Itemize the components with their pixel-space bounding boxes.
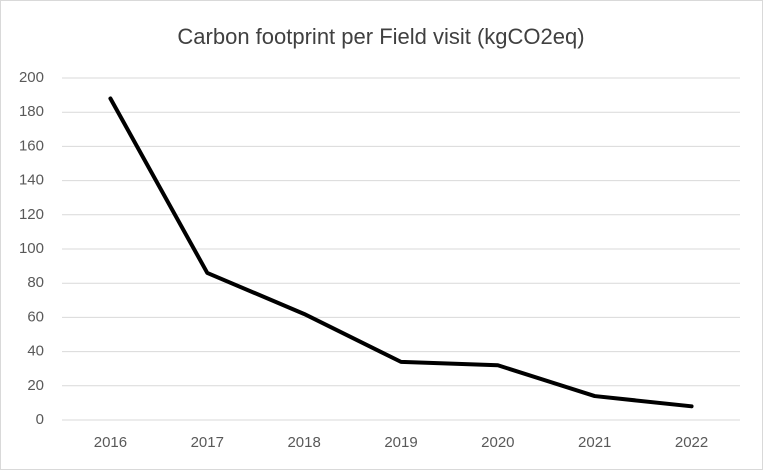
line <box>108 96 694 409</box>
x-tick-label: 2020 <box>481 434 514 451</box>
x-tick-label: 2019 <box>384 434 417 451</box>
y-tick-label: 200 <box>19 69 44 86</box>
x-tick-label: 2018 <box>287 434 320 451</box>
y-tick-label: 100 <box>19 240 44 257</box>
y-tick-label: 80 <box>27 274 44 291</box>
y-tick-label: 140 <box>19 172 44 189</box>
y-tick-label: 60 <box>27 308 44 325</box>
x-tick-label: 2017 <box>191 434 224 451</box>
y-tick-label: 40 <box>27 343 44 360</box>
chart-title: Carbon footprint per Field visit (kgCO2e… <box>177 24 584 49</box>
y-tick-label: 0 <box>36 411 44 428</box>
x-tick-label: 2021 <box>578 434 611 451</box>
y-tick-label: 20 <box>27 377 44 394</box>
y-tick-label: 160 <box>19 137 44 154</box>
x-tick-label: 2022 <box>675 434 708 451</box>
y-tick-label: 180 <box>19 103 44 120</box>
y-tick-label: 120 <box>19 206 44 223</box>
x-tick-label: 2016 <box>94 434 127 451</box>
